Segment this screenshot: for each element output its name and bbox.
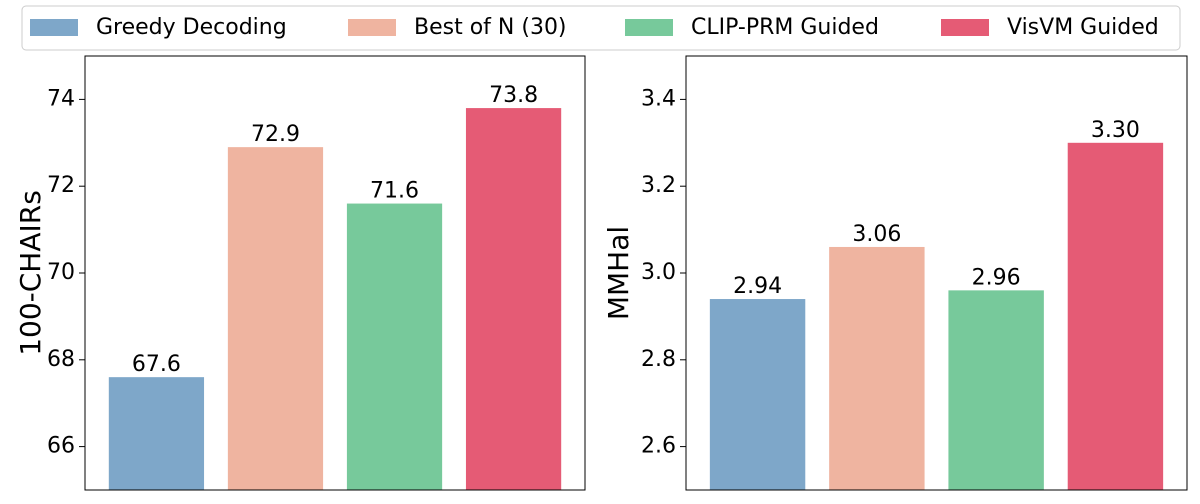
value-label: 67.6 [132,352,181,377]
bar [1067,142,1164,491]
legend-box [21,5,1181,51]
value-label: 73.8 [489,83,538,108]
y-tick-label: 3.2 [641,173,676,198]
value-label: 2.94 [733,274,782,299]
value-label: 71.6 [370,179,419,204]
legend-swatch [30,19,78,36]
bar [108,377,205,490]
legend-label: Greedy Decoding [96,15,287,40]
y-tick-label: 66 [47,434,75,459]
legend-swatch [348,19,396,36]
bar [709,299,806,490]
legend-label: Best of N (30) [414,15,567,40]
y-tick-label: 2.8 [641,347,676,372]
legend-swatch [625,19,673,36]
axes-frame [84,55,586,491]
value-label: 3.06 [852,222,901,247]
bar [948,290,1044,490]
legend-label: CLIP-PRM Guided [691,15,879,40]
bar [346,203,443,490]
bar [227,147,324,490]
y-tick-label: 72 [47,173,75,198]
value-label: 72.9 [251,122,300,147]
value-label: 3.30 [1091,118,1140,143]
legend-label: VisVM Guided [1007,15,1159,40]
y-tick-label: 2.6 [641,434,676,459]
y-tick-label: 3.4 [641,86,676,111]
y-tick-label: 3.0 [641,260,676,285]
y-tick-label: 70 [47,260,75,285]
bar [465,108,562,490]
axes-frame [685,55,1188,491]
y-axis-label: 100-CHAIRs [14,190,47,356]
legend-swatch [941,19,989,36]
y-axis-label: MMHal [602,226,635,320]
bar [829,246,925,490]
value-label: 2.96 [972,265,1021,290]
y-tick-label: 74 [47,86,75,111]
y-tick-label: 68 [47,347,75,372]
